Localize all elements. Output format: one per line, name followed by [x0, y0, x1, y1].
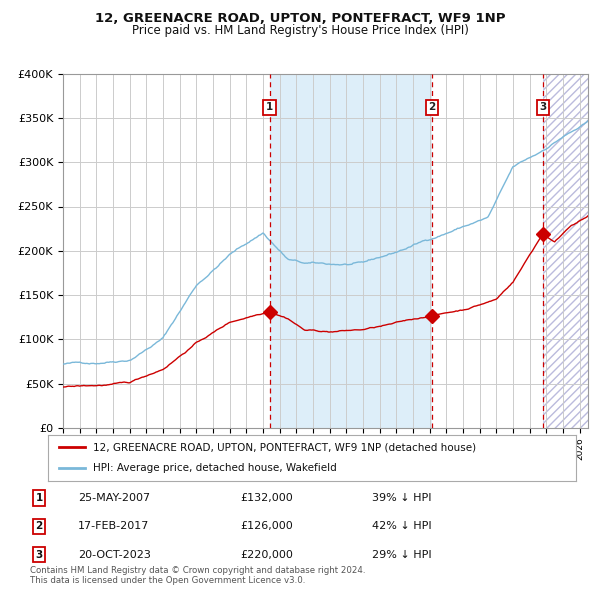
Text: 2: 2 [428, 103, 436, 112]
Text: 1: 1 [266, 103, 273, 112]
Bar [543, 74, 600, 428]
Text: 17-FEB-2017: 17-FEB-2017 [78, 522, 149, 531]
Bar [543, 74, 600, 428]
Text: £132,000: £132,000 [240, 493, 293, 503]
Text: 12, GREENACRE ROAD, UPTON, PONTEFRACT, WF9 1NP (detached house): 12, GREENACRE ROAD, UPTON, PONTEFRACT, W… [93, 442, 476, 453]
Text: HPI: Average price, detached house, Wakefield: HPI: Average price, detached house, Wake… [93, 463, 337, 473]
Text: 1: 1 [35, 493, 43, 503]
Text: 20-OCT-2023: 20-OCT-2023 [78, 550, 151, 559]
Text: 39% ↓ HPI: 39% ↓ HPI [372, 493, 431, 503]
Text: Price paid vs. HM Land Registry's House Price Index (HPI): Price paid vs. HM Land Registry's House … [131, 24, 469, 37]
Text: Contains HM Land Registry data © Crown copyright and database right 2024.
This d: Contains HM Land Registry data © Crown c… [30, 566, 365, 585]
Bar [269, 74, 432, 428]
Text: 2: 2 [35, 522, 43, 531]
Text: £220,000: £220,000 [240, 550, 293, 559]
Text: 25-MAY-2007: 25-MAY-2007 [78, 493, 150, 503]
Text: £126,000: £126,000 [240, 522, 293, 531]
Text: 3: 3 [539, 103, 547, 112]
Text: 42% ↓ HPI: 42% ↓ HPI [372, 522, 431, 531]
Text: 3: 3 [35, 550, 43, 559]
Text: 12, GREENACRE ROAD, UPTON, PONTEFRACT, WF9 1NP: 12, GREENACRE ROAD, UPTON, PONTEFRACT, W… [95, 12, 505, 25]
Text: 29% ↓ HPI: 29% ↓ HPI [372, 550, 431, 559]
